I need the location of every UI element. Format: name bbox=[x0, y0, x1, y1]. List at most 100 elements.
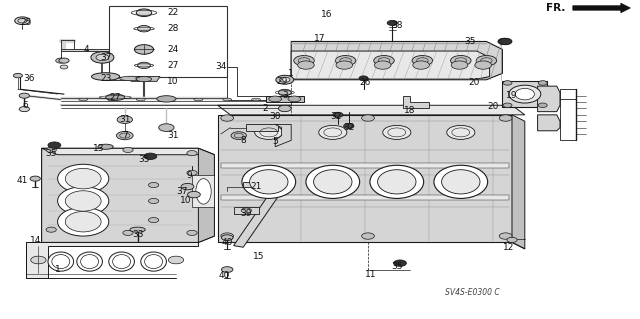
Ellipse shape bbox=[98, 144, 113, 149]
Ellipse shape bbox=[362, 115, 374, 121]
Ellipse shape bbox=[538, 103, 547, 108]
Ellipse shape bbox=[136, 77, 152, 82]
Ellipse shape bbox=[252, 98, 260, 101]
Ellipse shape bbox=[144, 153, 157, 160]
Ellipse shape bbox=[31, 256, 46, 264]
Polygon shape bbox=[234, 195, 278, 247]
Ellipse shape bbox=[294, 56, 314, 66]
Polygon shape bbox=[61, 49, 109, 51]
Ellipse shape bbox=[387, 20, 397, 26]
Ellipse shape bbox=[46, 227, 56, 232]
Text: 38: 38 bbox=[391, 21, 403, 30]
Ellipse shape bbox=[19, 93, 29, 98]
Bar bbox=[109, 6, 227, 77]
Bar bbox=[192, 175, 214, 207]
Ellipse shape bbox=[79, 98, 88, 101]
Ellipse shape bbox=[138, 26, 150, 32]
Text: 31: 31 bbox=[167, 131, 179, 140]
Text: 34: 34 bbox=[215, 63, 227, 71]
Ellipse shape bbox=[159, 124, 174, 131]
Ellipse shape bbox=[255, 125, 283, 139]
Ellipse shape bbox=[187, 170, 197, 175]
Text: 33: 33 bbox=[132, 230, 143, 239]
Bar bbox=[221, 163, 509, 168]
Text: 32: 32 bbox=[330, 112, 342, 121]
Ellipse shape bbox=[434, 165, 488, 198]
Ellipse shape bbox=[278, 89, 291, 96]
Text: 29: 29 bbox=[276, 77, 287, 86]
Ellipse shape bbox=[148, 198, 159, 204]
Ellipse shape bbox=[194, 98, 203, 101]
Ellipse shape bbox=[223, 98, 232, 101]
Text: 6: 6 bbox=[23, 101, 28, 110]
Text: 18: 18 bbox=[404, 106, 415, 115]
Text: 39: 39 bbox=[241, 209, 252, 218]
Text: 17: 17 bbox=[314, 34, 326, 43]
Polygon shape bbox=[26, 242, 198, 278]
Ellipse shape bbox=[374, 56, 394, 66]
Polygon shape bbox=[234, 207, 259, 214]
Polygon shape bbox=[42, 148, 214, 242]
Ellipse shape bbox=[91, 52, 114, 63]
Ellipse shape bbox=[269, 96, 282, 102]
Text: 13: 13 bbox=[93, 144, 105, 153]
Ellipse shape bbox=[413, 61, 429, 69]
Polygon shape bbox=[573, 3, 630, 13]
Ellipse shape bbox=[298, 61, 314, 69]
Ellipse shape bbox=[56, 58, 66, 63]
Ellipse shape bbox=[96, 54, 109, 61]
Text: 14: 14 bbox=[29, 236, 41, 245]
Ellipse shape bbox=[451, 56, 471, 66]
Polygon shape bbox=[291, 51, 490, 79]
Text: 15: 15 bbox=[253, 252, 265, 261]
Polygon shape bbox=[218, 105, 525, 115]
Text: 20: 20 bbox=[468, 78, 479, 87]
Ellipse shape bbox=[241, 208, 252, 213]
Ellipse shape bbox=[48, 142, 61, 148]
Ellipse shape bbox=[109, 252, 134, 271]
Ellipse shape bbox=[148, 218, 159, 223]
Ellipse shape bbox=[58, 207, 109, 236]
Polygon shape bbox=[218, 115, 512, 242]
Polygon shape bbox=[266, 96, 304, 102]
Ellipse shape bbox=[117, 116, 132, 123]
Text: 7: 7 bbox=[122, 131, 127, 140]
Ellipse shape bbox=[136, 98, 145, 101]
Ellipse shape bbox=[280, 77, 290, 82]
Polygon shape bbox=[106, 77, 147, 80]
Text: 35: 35 bbox=[391, 262, 403, 271]
Text: 35: 35 bbox=[465, 37, 476, 46]
Ellipse shape bbox=[148, 182, 159, 188]
Ellipse shape bbox=[306, 165, 360, 198]
Polygon shape bbox=[538, 86, 560, 112]
Ellipse shape bbox=[123, 147, 133, 152]
Text: 20: 20 bbox=[487, 102, 499, 111]
Ellipse shape bbox=[188, 191, 200, 198]
Ellipse shape bbox=[503, 103, 512, 108]
Ellipse shape bbox=[19, 107, 29, 112]
Text: 9: 9 bbox=[186, 171, 191, 180]
Text: 23: 23 bbox=[100, 74, 111, 83]
Text: 22: 22 bbox=[167, 8, 179, 17]
Text: 8: 8 bbox=[241, 136, 246, 145]
Ellipse shape bbox=[65, 211, 101, 232]
Ellipse shape bbox=[359, 76, 368, 80]
Ellipse shape bbox=[77, 252, 102, 271]
Text: 10: 10 bbox=[167, 77, 179, 86]
Ellipse shape bbox=[412, 56, 433, 66]
Ellipse shape bbox=[168, 256, 184, 264]
Text: 40: 40 bbox=[218, 271, 230, 280]
Ellipse shape bbox=[277, 98, 286, 101]
Text: 40: 40 bbox=[221, 238, 233, 247]
Text: 27: 27 bbox=[167, 61, 179, 70]
Ellipse shape bbox=[370, 165, 424, 198]
Ellipse shape bbox=[221, 233, 234, 239]
Ellipse shape bbox=[378, 170, 416, 194]
Ellipse shape bbox=[276, 75, 294, 84]
Ellipse shape bbox=[46, 147, 56, 152]
Ellipse shape bbox=[134, 45, 154, 54]
Text: 37: 37 bbox=[177, 187, 188, 196]
Text: 2: 2 bbox=[263, 104, 268, 113]
Ellipse shape bbox=[187, 230, 197, 235]
Polygon shape bbox=[291, 41, 502, 80]
